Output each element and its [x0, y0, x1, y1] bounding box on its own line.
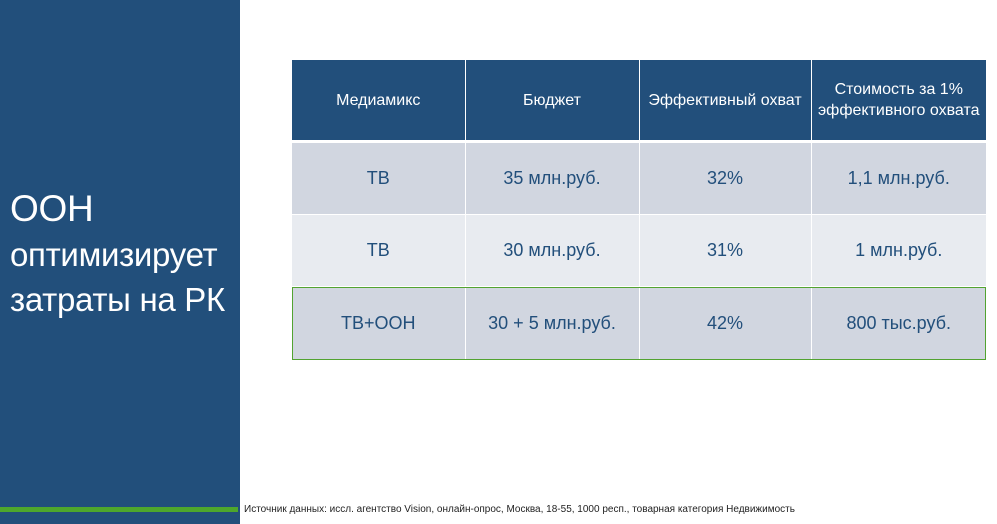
table-row: ТВ 35 млн.руб. 32% 1,1 млн.руб. [292, 141, 986, 215]
cell-reach: 32% [639, 141, 812, 215]
title-line-1: ООН [10, 188, 94, 229]
accent-bar [0, 507, 238, 512]
title-line-2: оптимизирует [10, 236, 218, 273]
cell-budget: 30 млн.руб. [465, 214, 640, 287]
slide-title: ООН оптимизирует затраты на РК [10, 186, 238, 322]
table-row: ТВ 30 млн.руб. 31% 1 млн.руб. [292, 214, 986, 287]
cell-reach: 31% [639, 214, 812, 287]
title-panel: ООН оптимизирует затраты на РК [0, 0, 240, 524]
cell-cost: 1 млн.руб. [811, 214, 986, 287]
cell-cost: 800 тыс.руб. [811, 286, 986, 360]
title-line-3: затраты на РК [10, 281, 225, 318]
table-header-row: Медиамикс Бюджет Эффективный охват Стоим… [292, 60, 986, 143]
header-budget: Бюджет [465, 60, 640, 143]
cell-budget: 35 млн.руб. [465, 141, 640, 215]
table-row-highlighted: ТВ+ООН 30 + 5 млн.руб. 42% 800 тыс.руб. [292, 286, 986, 360]
cell-reach: 42% [639, 286, 812, 360]
source-note: Источник данных: иссл. агентство Vision,… [244, 504, 795, 515]
header-reach: Эффективный охват [639, 60, 812, 143]
header-cost-per-reach: Стоимость за 1% эффективного охвата [811, 60, 986, 143]
header-mediamix: Медиамикс [292, 60, 466, 143]
cell-mediamix: ТВ+ООН [292, 286, 466, 360]
cell-mediamix: ТВ [292, 214, 466, 287]
cell-budget: 30 + 5 млн.руб. [465, 286, 640, 360]
cell-mediamix: ТВ [292, 141, 466, 215]
media-mix-table: Медиамикс Бюджет Эффективный охват Стоим… [292, 60, 986, 360]
cell-cost: 1,1 млн.руб. [811, 141, 986, 215]
